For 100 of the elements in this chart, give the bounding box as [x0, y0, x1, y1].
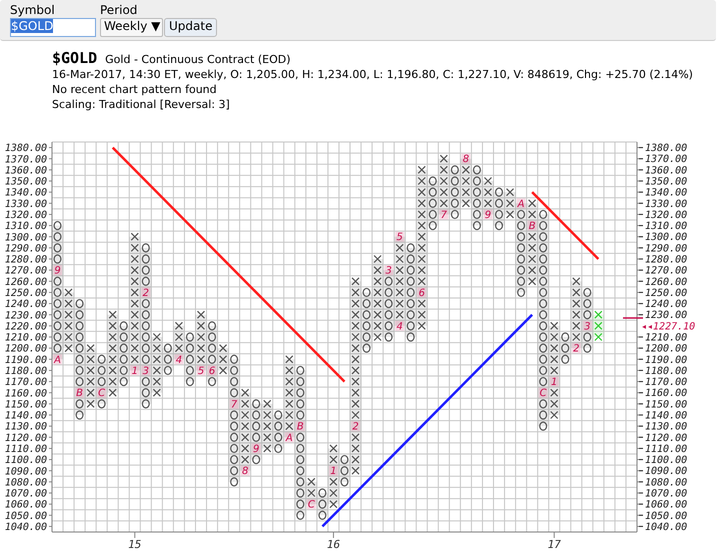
annotation: C	[308, 500, 315, 511]
y2-tick-label: 1340.00	[645, 188, 688, 199]
annotation: 2	[142, 288, 150, 299]
y-tick-label: 1370.00	[4, 154, 47, 166]
annotation: 6	[418, 288, 425, 299]
y2-tick-label: 1050.00	[645, 510, 688, 522]
y-tick-label: 1080.00	[4, 477, 47, 488]
y2-tick-label: 1140.00	[645, 410, 688, 422]
y2-tick-label: 1120.00	[645, 432, 688, 444]
dropdown: Weekly ▼	[100, 18, 163, 37]
text: Symbol	[10, 3, 55, 17]
x-tick-label: 15	[128, 538, 142, 551]
y-tick-label: 1320.00	[4, 210, 47, 221]
text-field: $GOLD	[10, 18, 96, 37]
y-tick-label: 1270.00	[4, 266, 47, 277]
y2-tick-label: 1280.00	[645, 254, 688, 266]
y2-tick-label: 1360.00	[645, 165, 688, 176]
x-tick-label: 17	[548, 538, 562, 551]
y2-tick-label: 1240.00	[645, 299, 688, 310]
y2-tick-label: 1090.00	[645, 466, 688, 478]
y2-tick-label: 1310.00	[645, 221, 688, 232]
y-tick-label: 1230.00	[4, 310, 47, 322]
y2-tick-label: 1060.00	[645, 500, 688, 511]
annotation: A	[53, 354, 62, 366]
y2-tick-label: 1070.00	[645, 488, 688, 500]
y-tick-label: 1060.00	[4, 500, 47, 511]
annotation: B	[296, 422, 304, 433]
annotation: 9	[484, 210, 492, 221]
annotation: 2	[573, 344, 580, 355]
y-tick-label: 1210.00	[4, 332, 47, 344]
y2-tick-label: 1210.00	[645, 332, 688, 344]
y-tick-label: 1070.00	[4, 488, 47, 500]
y-tick-label: 1240.00	[4, 299, 47, 310]
y2-tick-label: 1130.00	[645, 422, 688, 433]
button: Update	[164, 18, 218, 37]
y2-tick-label: 1170.00	[645, 377, 688, 388]
annotation: C	[540, 388, 547, 400]
y-tick-label: 1280.00	[4, 254, 47, 266]
y-tick-label: 1290.00	[4, 243, 47, 254]
y-tick-label: 1250.00	[4, 288, 47, 299]
annotation: 2	[352, 422, 359, 433]
y-tick-label: 1050.00	[4, 510, 47, 522]
y2-tick-label: 1180.00	[645, 366, 688, 377]
y-tick-label: 1160.00	[4, 388, 47, 400]
y2-tick-label: 1350.00	[645, 176, 688, 188]
annotation: 1	[551, 377, 558, 388]
annotation: 1	[132, 366, 138, 377]
y-tick-label: 1220.00	[4, 321, 47, 332]
y-tick-label: 1180.00	[4, 366, 47, 377]
y-tick-label: 1040.00	[4, 522, 47, 533]
y-tick-label: 1170.00	[4, 377, 47, 388]
annotation: B	[76, 388, 84, 400]
y-tick-label: 1190.00	[4, 354, 47, 366]
text: Period	[100, 3, 138, 17]
y2-tick-label: 1290.00	[645, 243, 688, 254]
annotation: 9	[54, 266, 61, 277]
annotation: 9	[253, 444, 260, 455]
annotation: 4	[176, 354, 182, 366]
annotation: C	[98, 388, 106, 400]
y-tick-label: 1110.00	[4, 444, 47, 455]
y2-tick-label: 1250.00	[645, 288, 688, 299]
text: No recent chart pattern found	[52, 83, 217, 96]
annotation: 6	[208, 366, 216, 377]
y-tick-label: 1200.00	[4, 344, 47, 355]
annotation: 5	[198, 366, 204, 377]
annotation: A	[284, 432, 293, 444]
text: 16-Mar-2017, 14:30 ET, weekly, O: 1,205.00, H: 1,234.00, L: 1,196.80, C: 1,227.10, V: 848619, Chg: +25.70 (2.14%)	[52, 68, 693, 81]
y2-tick-label: 1330.00	[645, 198, 688, 210]
y-tick-label: 1120.00	[4, 432, 47, 444]
y2-tick-label: 1370.00	[645, 154, 688, 166]
y-tick-label: 1330.00	[4, 198, 47, 210]
y-tick-label: 1360.00	[4, 165, 47, 176]
y-tick-label: 1310.00	[4, 221, 47, 232]
annotation: 3	[142, 366, 150, 377]
y2-tick-label: 1200.00	[645, 344, 688, 355]
annotation: 3	[385, 266, 392, 277]
y-tick-label: 1340.00	[4, 188, 47, 199]
y2-tick-label: 1230.00	[645, 310, 688, 322]
y2-tick-label: 1300.00	[645, 232, 688, 244]
annotation: 8	[242, 466, 248, 478]
y-tick-label: 1350.00	[4, 176, 47, 188]
annotation: 8	[462, 154, 470, 166]
y2-tick-label: 1160.00	[645, 388, 688, 400]
annotation: A	[516, 198, 525, 210]
y-tick-label: 1130.00	[4, 422, 47, 433]
y-tick-label: 1100.00	[4, 455, 47, 466]
chart-subtitle: Gold - Continuous Contract (EOD)	[105, 53, 291, 66]
y2-tick-label: 1080.00	[645, 477, 688, 488]
y-tick-label: 1380.00	[4, 143, 47, 154]
y-tick-label: 1090.00	[4, 466, 47, 478]
y2-tick-label: 1270.00	[645, 266, 688, 277]
y2-tick-label: 1110.00	[645, 444, 688, 455]
annotation: 7	[230, 399, 238, 410]
y2-tick-label: 1040.00	[645, 522, 688, 533]
annotation: 7	[440, 210, 448, 221]
annotation: 3	[584, 321, 591, 332]
annotation: 5	[396, 232, 403, 244]
y2-tick-label: 1380.00	[645, 143, 688, 154]
x-tick-label: 16	[326, 538, 340, 551]
annotation: 1	[330, 466, 337, 478]
